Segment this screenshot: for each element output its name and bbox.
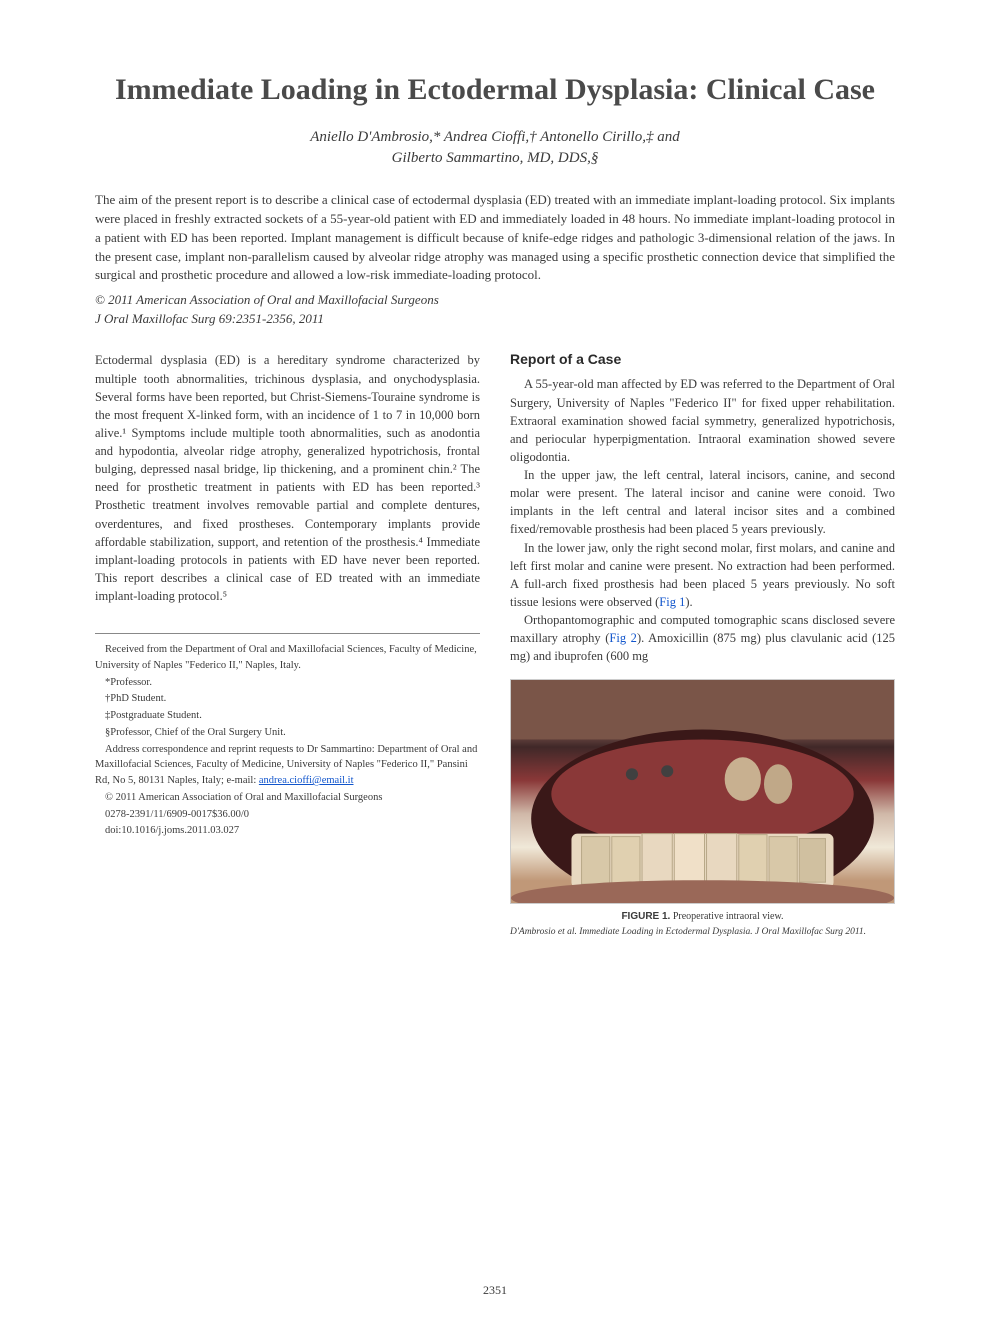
affil-2: †PhD Student.	[95, 691, 480, 707]
affil-4: §Professor, Chief of the Oral Surgery Un…	[95, 725, 480, 741]
left-column: Ectodermal dysplasia (ED) is a hereditar…	[95, 351, 480, 938]
case-p3: In the lower jaw, only the right second …	[510, 539, 895, 612]
figure-1-caption-text: Preoperative intraoral view.	[673, 911, 784, 922]
page-number: 2351	[0, 1283, 990, 1298]
section-heading-report: Report of a Case	[510, 351, 895, 367]
case-p1: A 55-year-old man affected by ED was ref…	[510, 375, 895, 466]
figure-1-caption: FIGURE 1. Preoperative intraoral view.	[510, 910, 895, 923]
article-title: Immediate Loading in Ectodermal Dysplasi…	[95, 70, 895, 109]
authors-line-1: Aniello D'Ambrosio,* Andrea Cioffi,† Ant…	[95, 127, 895, 148]
authors-block: Aniello D'Ambrosio,* Andrea Cioffi,† Ant…	[95, 127, 895, 169]
intraoral-photo-placeholder-icon	[511, 680, 894, 903]
email-link[interactable]: andrea.cioffi@email.it	[259, 775, 354, 786]
affil-code: 0278-2391/11/6909-0017$36.00/0	[95, 807, 480, 823]
affil-correspondence: Address correspondence and reprint reque…	[95, 742, 480, 789]
figure-1-image	[510, 679, 895, 904]
affil-doi: doi:10.1016/j.joms.2011.03.027	[95, 823, 480, 839]
two-column-layout: Ectodermal dysplasia (ED) is a hereditar…	[95, 351, 895, 938]
case-p3-a: In the lower jaw, only the right second …	[510, 541, 895, 609]
right-column: Report of a Case A 55-year-old man affec…	[510, 351, 895, 938]
copyright-line: © 2011 American Association of Oral and …	[95, 291, 895, 309]
fig2-link[interactable]: Fig 2	[609, 631, 637, 645]
abstract-text: The aim of the present report is to desc…	[95, 191, 895, 285]
case-p4: Orthopantomographic and computed tomogra…	[510, 611, 895, 665]
figure-1: FIGURE 1. Preoperative intraoral view. D…	[510, 679, 895, 938]
figure-1-credit: D'Ambrosio et al. Immediate Loading in E…	[510, 926, 895, 938]
affil-copyright: © 2011 American Association of Oral and …	[95, 790, 480, 806]
authors-line-2: Gilberto Sammartino, MD, DDS,§	[95, 148, 895, 169]
journal-citation: J Oral Maxillofac Surg 69:2351-2356, 201…	[95, 311, 895, 327]
affil-received: Received from the Department of Oral and…	[95, 642, 480, 674]
fig1-link[interactable]: Fig 1	[659, 595, 685, 609]
intro-paragraph: Ectodermal dysplasia (ED) is a hereditar…	[95, 351, 480, 605]
case-p3-b: ).	[685, 595, 692, 609]
affil-1: *Professor.	[95, 675, 480, 691]
affiliations-block: Received from the Department of Oral and…	[95, 642, 480, 839]
case-p2: In the upper jaw, the left central, late…	[510, 466, 895, 539]
affil-3: ‡Postgraduate Student.	[95, 708, 480, 724]
figure-1-label: FIGURE 1.	[621, 911, 670, 922]
affiliation-divider	[95, 633, 480, 634]
